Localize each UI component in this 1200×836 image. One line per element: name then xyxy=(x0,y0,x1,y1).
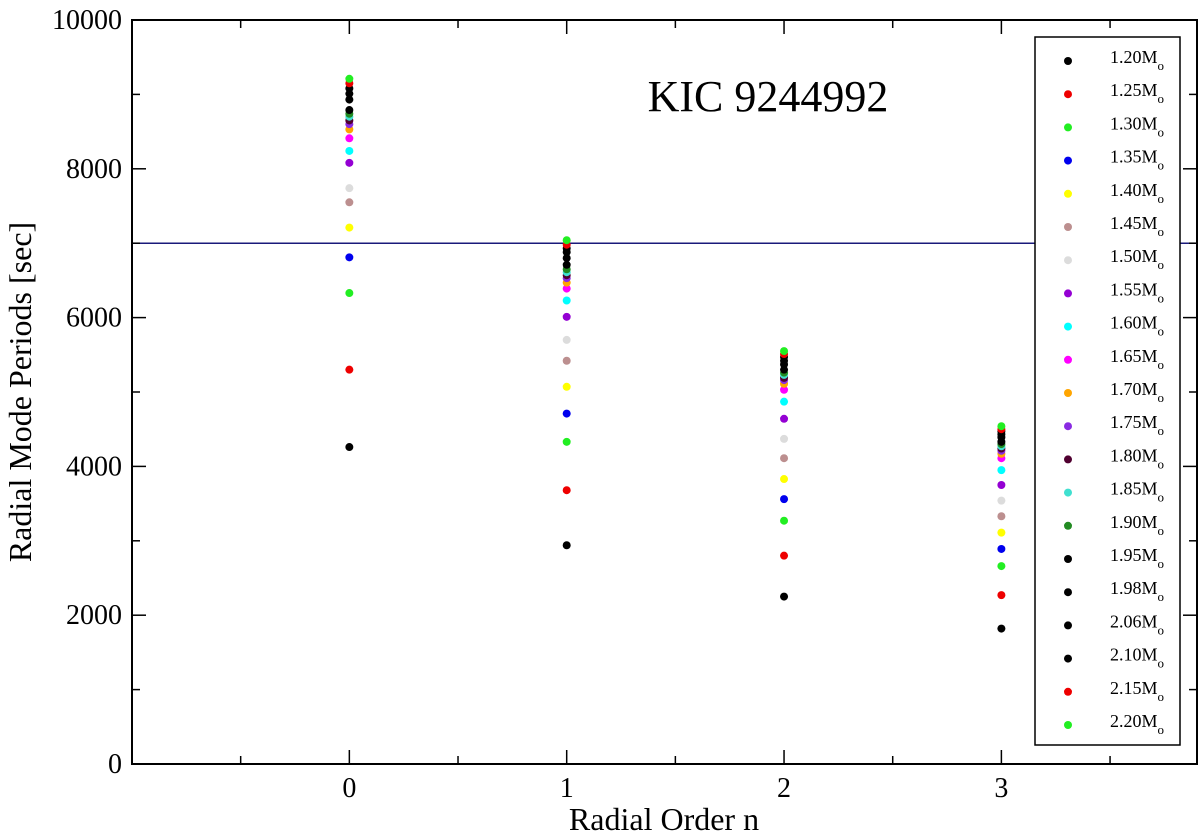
data-point xyxy=(345,158,354,167)
legend-marker xyxy=(1064,156,1072,165)
data-point xyxy=(562,254,571,263)
legend-marker xyxy=(1064,322,1072,331)
y-tick-label: 8000 xyxy=(66,154,122,185)
legend-marker xyxy=(1064,123,1072,132)
legend-marker xyxy=(1064,488,1072,497)
data-point xyxy=(345,134,354,143)
legend-marker xyxy=(1064,90,1072,99)
legend-box xyxy=(1034,36,1181,746)
legend-marker xyxy=(1064,389,1072,397)
legend-marker xyxy=(1064,555,1072,563)
x-tick-label: 3 xyxy=(994,773,1008,804)
legend-marker xyxy=(1064,355,1072,364)
legend-marker xyxy=(1064,621,1072,630)
data-point xyxy=(997,544,1006,553)
y-tick-label: 2000 xyxy=(66,600,122,631)
data-point xyxy=(345,253,354,262)
legend-marker xyxy=(1064,588,1072,597)
data-point xyxy=(780,454,789,463)
annotation-label: KIC 9244992 xyxy=(648,72,889,121)
data-point xyxy=(562,296,571,305)
y-tick-label: 10000 xyxy=(52,5,122,36)
y-tick-label: 0 xyxy=(108,749,122,780)
data-point xyxy=(345,289,354,298)
data-point xyxy=(345,184,354,193)
data-point xyxy=(780,516,789,525)
legend-marker xyxy=(1064,721,1072,729)
legend-marker xyxy=(1064,687,1072,696)
data-point xyxy=(345,223,354,232)
legend-marker xyxy=(1064,521,1072,530)
data-point xyxy=(562,284,571,293)
data-point xyxy=(345,74,354,83)
x-tick-label: 1 xyxy=(560,773,574,804)
data-point xyxy=(562,409,571,418)
legend-marker xyxy=(1064,256,1072,265)
legend-marker xyxy=(1064,455,1072,464)
data-point xyxy=(780,475,789,484)
data-point xyxy=(562,437,571,446)
y-tick-label: 6000 xyxy=(66,303,122,334)
x-tick-label: 0 xyxy=(342,773,356,804)
data-point xyxy=(345,198,354,207)
data-point xyxy=(780,414,789,423)
data-point xyxy=(997,528,1006,537)
data-point xyxy=(997,624,1006,633)
data-point xyxy=(780,495,789,504)
x-axis-title: Radial Order n xyxy=(569,801,759,836)
data-point xyxy=(780,434,789,443)
data-point xyxy=(562,486,571,495)
data-point xyxy=(562,260,571,269)
data-point xyxy=(780,397,789,406)
y-axis-title: Radial Mode Periods [sec] xyxy=(2,222,38,562)
data-point xyxy=(345,365,354,374)
data-point xyxy=(562,236,571,245)
data-point xyxy=(997,481,1006,489)
data-point xyxy=(345,146,354,155)
data-point xyxy=(562,335,571,344)
data-point xyxy=(562,382,571,391)
data-point xyxy=(345,95,354,104)
legend-marker xyxy=(1064,289,1072,298)
legend-marker xyxy=(1064,189,1072,198)
data-point xyxy=(780,347,789,356)
data-point xyxy=(345,443,354,452)
data-point xyxy=(997,496,1006,505)
legend-marker xyxy=(1064,57,1072,65)
data-point xyxy=(780,385,789,394)
y-tick-label: 4000 xyxy=(66,451,122,482)
legend-marker xyxy=(1064,422,1072,431)
data-point xyxy=(997,512,1006,521)
legend-marker xyxy=(1064,654,1072,663)
x-tick-label: 2 xyxy=(777,773,791,804)
data-point xyxy=(997,591,1006,600)
data-point xyxy=(997,422,1006,431)
data-point xyxy=(562,356,571,365)
data-point xyxy=(997,466,1006,475)
data-point xyxy=(345,106,354,115)
data-point xyxy=(562,541,571,550)
data-point xyxy=(997,562,1006,571)
data-point xyxy=(562,312,571,321)
legend-marker xyxy=(1064,223,1072,231)
data-point xyxy=(780,551,789,560)
data-point xyxy=(780,592,789,601)
